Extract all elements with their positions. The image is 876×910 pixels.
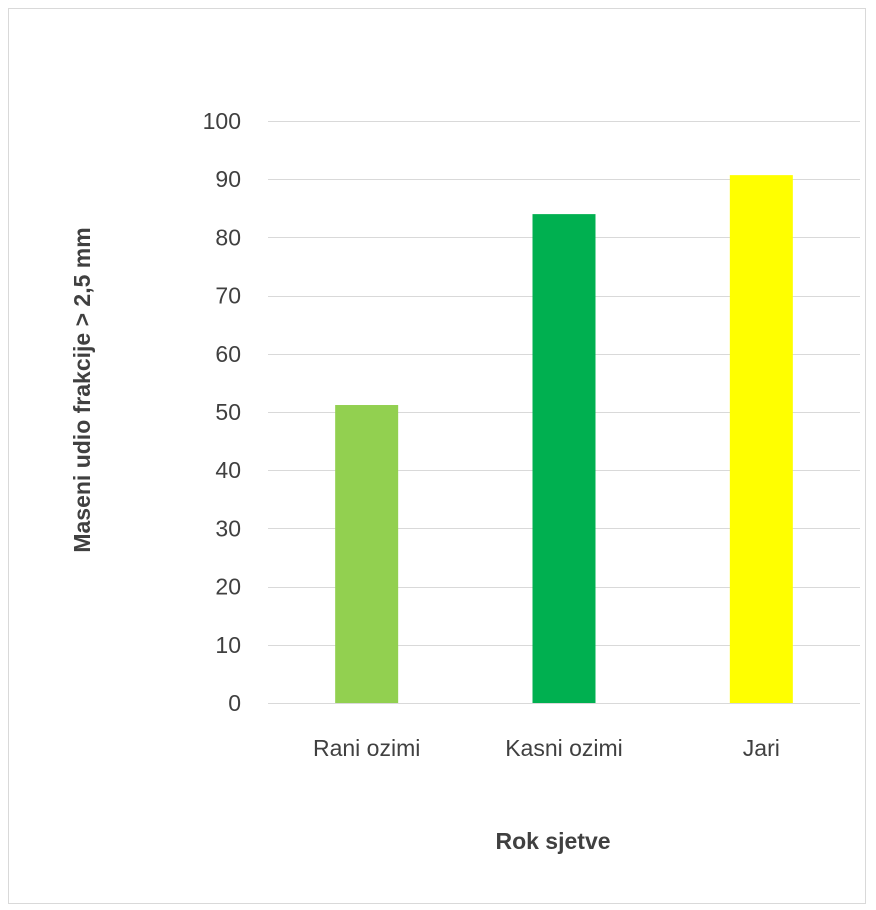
- y-axis-title: Maseni udio frakcije > 2,5 mm: [69, 227, 95, 552]
- y-tick-label: 40: [215, 457, 241, 483]
- bar-rani-ozimi: [335, 405, 399, 703]
- x-tick-label: Kasni ozimi: [505, 735, 623, 761]
- x-tick-label: Rani ozimi: [313, 735, 420, 761]
- x-axis-title: Rok sjetve: [495, 828, 610, 854]
- y-tick-label: 50: [215, 399, 241, 425]
- x-tick-label: Jari: [743, 735, 780, 761]
- y-tick-label: 20: [215, 574, 241, 600]
- y-tick-label: 10: [215, 632, 241, 658]
- y-tick-label: 60: [215, 341, 241, 367]
- bar-kasni-ozimi: [532, 214, 596, 703]
- y-tick-label: 80: [215, 224, 241, 250]
- y-tick-label: 100: [203, 108, 241, 134]
- y-tick-label: 0: [228, 690, 241, 716]
- bar-jari: [729, 175, 793, 704]
- y-axis-ticks: 0 10 20 30 40 50 60 70 80 90 100: [203, 108, 241, 716]
- y-tick-label: 70: [215, 283, 241, 309]
- x-axis-ticks: Rani ozimi Kasni ozimi Jari: [313, 735, 780, 761]
- bars: [335, 175, 793, 704]
- y-tick-label: 30: [215, 515, 241, 541]
- y-tick-label: 90: [215, 166, 241, 192]
- chart-frame: [8, 8, 866, 904]
